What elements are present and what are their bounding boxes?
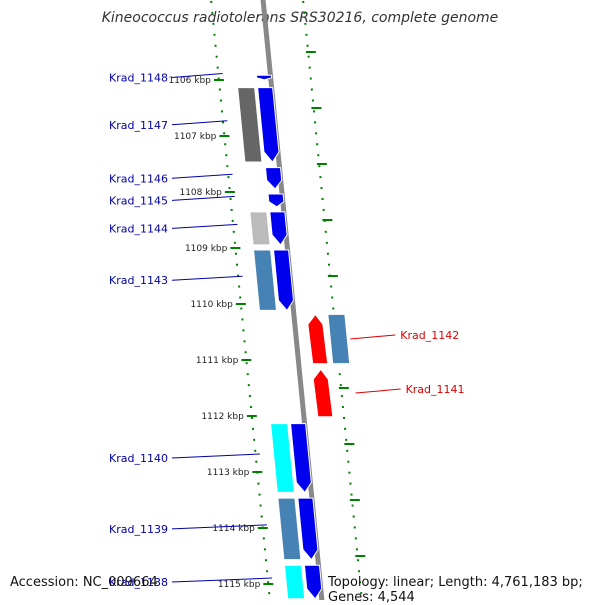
- cds-arrow: [303, 564, 323, 600]
- cds-arrow: [273, 249, 295, 312]
- scale-label: 1114 kbp: [212, 524, 255, 534]
- gene-leader: [171, 72, 223, 78]
- genome-summary: Topology: linear; Length: 4,761,183 bp; …: [328, 575, 583, 605]
- gene-leader: [171, 223, 238, 229]
- cds-arrow: [307, 313, 329, 365]
- scale-label: 1110 kbp: [190, 300, 233, 310]
- gene-block: [253, 249, 278, 311]
- scale-label: 1115 kbp: [218, 580, 261, 590]
- scale-label: 1112 kbp: [201, 412, 244, 422]
- scale-label: 1109 kbp: [185, 244, 228, 254]
- gene-leader: [171, 173, 233, 179]
- scale-label: 1106 kbp: [168, 76, 211, 86]
- cds-arrow: [297, 497, 319, 561]
- gene-label[interactable]: Krad_1146: [109, 172, 168, 185]
- accession-label: Accession: NC_009664: [10, 575, 158, 590]
- gene-block: [249, 211, 271, 246]
- gene-block: [327, 313, 351, 365]
- gene-label[interactable]: Krad_1145: [109, 194, 168, 207]
- gene-leader: [355, 388, 401, 394]
- gene-leader: [171, 275, 243, 281]
- gene-label[interactable]: Krad_1143: [109, 274, 168, 287]
- gene-block: [277, 497, 302, 561]
- gene-label[interactable]: Krad_1141: [406, 383, 465, 396]
- gene-label[interactable]: Krad_1147: [109, 119, 168, 132]
- gene-label[interactable]: Krad_1144: [109, 222, 168, 235]
- gene-label[interactable]: Krad_1139: [109, 523, 168, 536]
- gene-leader: [171, 524, 267, 530]
- gene-label[interactable]: Krad_1148: [109, 71, 168, 84]
- gene-label[interactable]: Krad_1138: [109, 576, 168, 589]
- cds-arrow: [290, 423, 312, 494]
- gene-leader: [171, 577, 273, 583]
- scale-label: 1113 kbp: [207, 468, 250, 478]
- gene-leader: [171, 453, 260, 459]
- gene-block: [270, 423, 295, 493]
- cds-arrow: [255, 74, 273, 81]
- cds-arrow: [312, 368, 334, 418]
- map-title: Kineococcus radiotolerans SRS30216, comp…: [101, 10, 499, 26]
- cds-arrow: [267, 193, 285, 208]
- gene-label[interactable]: Krad_1140: [109, 452, 168, 465]
- gene-label[interactable]: Krad_1142: [400, 329, 459, 342]
- cds-arrow: [264, 167, 283, 190]
- cds-arrow: [257, 87, 280, 163]
- gene-leader: [171, 120, 228, 126]
- scale-label: 1108 kbp: [179, 188, 222, 198]
- scale-label: 1111 kbp: [196, 356, 239, 366]
- gene-leader: [171, 195, 235, 201]
- scale-label: 1107 kbp: [174, 132, 217, 142]
- gene-block: [283, 564, 306, 600]
- gene-leader: [350, 334, 396, 340]
- cds-arrow: [269, 211, 288, 246]
- gene-block: [237, 87, 263, 163]
